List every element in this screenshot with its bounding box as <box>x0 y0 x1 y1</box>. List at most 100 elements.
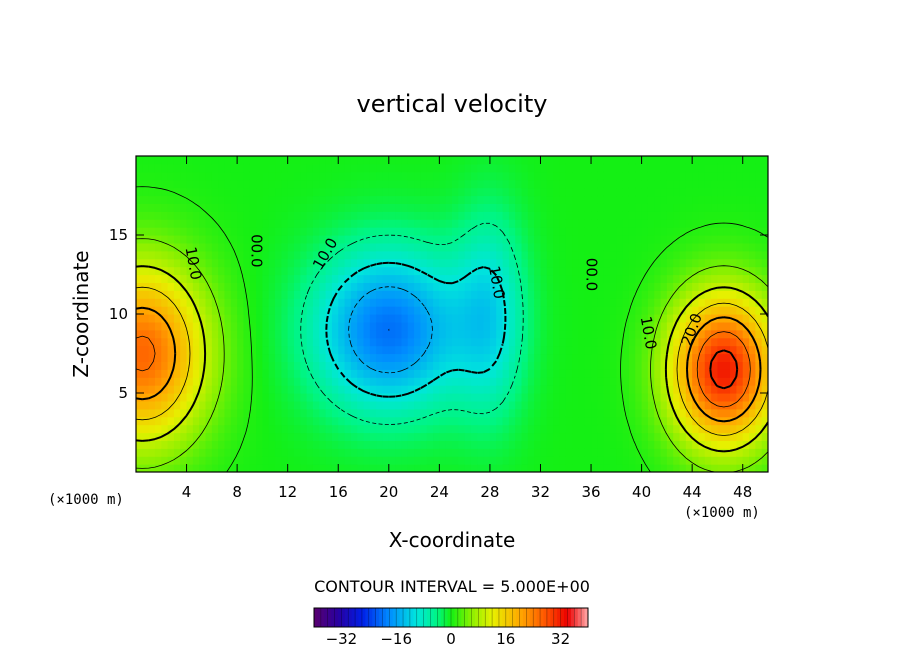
heat-cell <box>647 416 655 426</box>
heat-cell <box>205 242 213 252</box>
heat-cell <box>578 400 586 410</box>
heat-cell <box>654 195 662 204</box>
heat-cell <box>540 321 548 331</box>
heat-cell <box>666 369 674 378</box>
heat-cell <box>401 195 409 204</box>
heat-cell <box>736 329 744 339</box>
heat-cell <box>578 329 586 339</box>
heat-cell <box>692 235 700 244</box>
heat-cell <box>477 321 485 331</box>
heat-cell <box>692 171 700 181</box>
heat-cell <box>679 353 687 362</box>
heat-cell <box>502 211 510 220</box>
heat-cell <box>230 424 238 434</box>
heat-cell <box>331 163 339 173</box>
heat-cell <box>331 179 339 189</box>
heat-cell <box>572 235 579 244</box>
heat-cell <box>395 416 403 426</box>
heat-cell <box>641 416 649 426</box>
colorbar-cell <box>399 608 404 627</box>
heat-cell <box>749 448 756 457</box>
heat-cell <box>230 290 238 299</box>
heat-cell <box>331 464 339 472</box>
heat-cell <box>622 400 630 410</box>
heat-cell <box>755 187 763 197</box>
heat-cell <box>679 440 687 449</box>
heat-cell <box>470 393 478 402</box>
heat-cell <box>660 203 668 212</box>
heat-cell <box>369 464 377 472</box>
heat-cell <box>325 227 333 236</box>
heat-cell <box>211 440 219 449</box>
heat-cell <box>660 219 668 228</box>
heat-cell <box>692 393 700 402</box>
heat-cell <box>363 464 371 472</box>
heat-cell <box>673 250 681 260</box>
heat-cell <box>173 345 181 355</box>
heat-cell <box>338 400 346 410</box>
heat-cell <box>167 211 175 220</box>
heat-cell <box>540 306 548 315</box>
heat-cell <box>230 187 238 197</box>
heat-cell <box>452 353 459 362</box>
heat-cell <box>445 464 453 472</box>
heat-cell <box>660 361 668 370</box>
heat-cell <box>591 464 598 472</box>
heat-cell <box>641 337 649 347</box>
heat-cell <box>237 400 245 410</box>
heat-cell <box>540 369 548 378</box>
heat-cell <box>723 329 731 339</box>
heat-cell <box>312 211 320 220</box>
heat-cell <box>553 432 561 441</box>
heat-cell <box>584 440 592 449</box>
heat-cell <box>186 187 194 197</box>
heat-cell <box>635 345 643 355</box>
heat-cell <box>224 282 232 291</box>
heat-cell <box>755 416 763 426</box>
heat-cell <box>439 211 447 220</box>
heat-cell <box>382 235 390 244</box>
heat-cell <box>173 440 181 449</box>
heat-cell <box>414 345 421 355</box>
heat-cell <box>338 258 346 268</box>
heat-cell <box>666 290 674 299</box>
heat-cell <box>673 195 681 204</box>
heat-cell <box>572 448 579 457</box>
heat-cell <box>553 163 561 173</box>
heat-cell <box>698 424 706 434</box>
heat-cell <box>723 353 731 362</box>
heat-cell <box>736 211 744 220</box>
heat-cell <box>578 432 586 441</box>
heat-cell <box>142 424 150 434</box>
heat-cell <box>445 266 453 276</box>
heat-cell <box>723 393 731 402</box>
heat-cell <box>249 345 257 355</box>
heat-cell <box>730 274 737 283</box>
heat-cell <box>464 408 472 418</box>
heat-cell <box>136 345 143 355</box>
heat-cell <box>723 156 731 165</box>
heat-cell <box>161 393 169 402</box>
heat-cell <box>357 235 365 244</box>
heat-cell <box>218 250 226 260</box>
heat-cell <box>142 179 150 189</box>
heat-cell <box>489 306 497 315</box>
heat-cell <box>635 179 643 189</box>
heat-cell <box>698 274 706 283</box>
heat-cell <box>515 163 523 173</box>
heat-cell <box>610 171 617 181</box>
heat-cell <box>300 345 308 355</box>
heat-cell <box>338 408 346 418</box>
heat-cell <box>382 424 390 434</box>
heat-cell <box>230 385 238 394</box>
heat-cell <box>218 290 226 299</box>
heat-cell <box>483 393 491 402</box>
heat-cell <box>559 464 567 472</box>
heat-cell <box>243 345 251 355</box>
heat-cell <box>496 242 504 252</box>
heat-cell <box>584 195 592 204</box>
heat-cell <box>742 400 750 410</box>
heat-cell <box>502 171 510 181</box>
heat-cell <box>546 314 554 323</box>
heat-cell <box>730 464 737 472</box>
